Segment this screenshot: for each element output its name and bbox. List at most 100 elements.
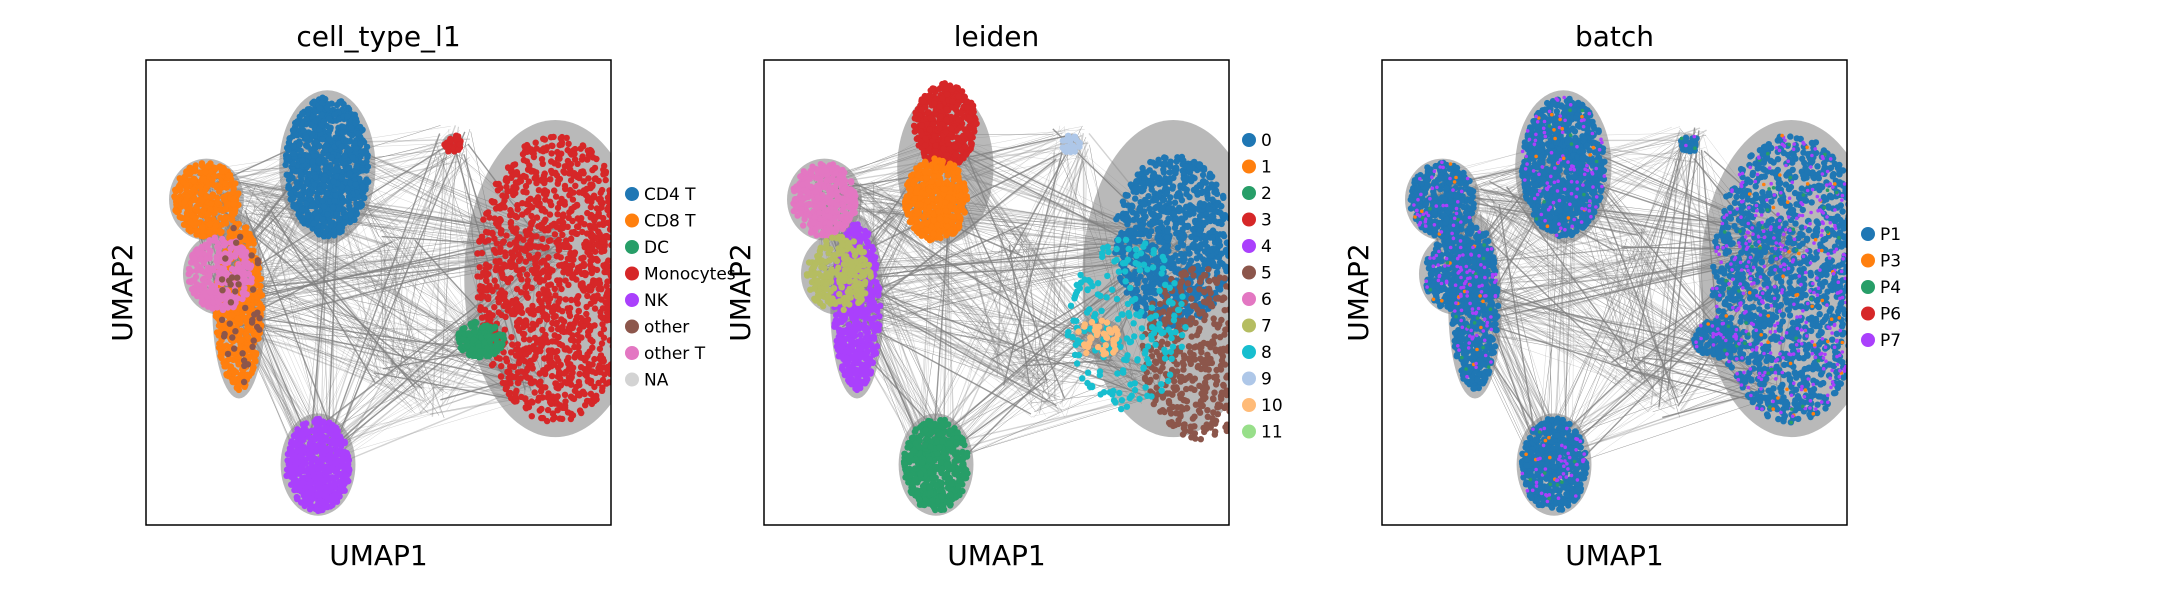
- legend-label: 8: [1261, 343, 1272, 363]
- legend-label: NA: [644, 371, 669, 391]
- legend-marker: [1242, 318, 1256, 333]
- legend-marker: [625, 372, 639, 387]
- legend-marker: [1861, 280, 1875, 294]
- axes-frame: [763, 59, 1230, 526]
- legend-entry: 9: [1242, 370, 1272, 390]
- x-axis-label: UMAP1: [1565, 539, 1664, 572]
- legend-entry: CD8 T: [625, 212, 696, 232]
- legend-marker: [1242, 133, 1256, 147]
- panel-leiden: leiden UMAP1 UMAP2 0 1 2 3 4 5 6 7 8 9 10 11: [724, 20, 1283, 572]
- legend-marker: [625, 319, 639, 334]
- legend-entry: 4: [1242, 237, 1272, 257]
- legend-marker: [1242, 265, 1256, 280]
- legend: P1 P3 P4 P6 P7: [1861, 225, 1901, 351]
- legend-entry: P1: [1861, 225, 1901, 245]
- legend-label: 3: [1261, 211, 1272, 231]
- axes-frame: [145, 59, 612, 526]
- legend-label: 6: [1261, 290, 1272, 310]
- legend: 0 1 2 3 4 5 6 7 8 9 10 11: [1242, 131, 1283, 443]
- legend-entry: P4: [1861, 278, 1901, 298]
- y-axis-label: UMAP2: [106, 243, 139, 342]
- panel-title: batch: [1575, 20, 1654, 53]
- plot-area: [1405, 90, 1847, 516]
- legend-entry: CD4 T: [625, 185, 696, 205]
- legend-marker: [625, 240, 639, 254]
- legend-marker: [625, 293, 639, 307]
- legend-label: 9: [1261, 370, 1272, 390]
- legend-label: 4: [1261, 237, 1272, 257]
- legend-label: other: [644, 318, 689, 338]
- legend-entry: 3: [1242, 211, 1272, 231]
- legend-marker: [1861, 253, 1875, 268]
- panel-cell-type-l1: cell_type_l1 UMAP1 UMAP2 CD4 T CD8 T DC Monocy…: [106, 20, 736, 572]
- legend-label: P7: [1880, 331, 1901, 351]
- legend-marker: [1861, 227, 1875, 241]
- legend-label: 5: [1261, 264, 1272, 284]
- legend-marker: [625, 266, 639, 281]
- legend-marker: [1861, 333, 1875, 347]
- legend-label: other T: [644, 344, 706, 364]
- legend-marker: [1242, 398, 1256, 412]
- legend-marker: [1242, 345, 1256, 359]
- cell-points: [1407, 95, 1847, 513]
- axes-frame: [1381, 59, 1848, 526]
- legend-marker: [1242, 371, 1256, 386]
- legend-marker: [625, 187, 639, 201]
- cell-points: [790, 80, 1229, 514]
- legend-entry: P7: [1861, 331, 1901, 351]
- legend-label: CD4 T: [644, 185, 696, 205]
- plot-area: [787, 80, 1229, 516]
- legend-marker: [1242, 292, 1256, 306]
- panel-title: cell_type_l1: [296, 20, 460, 53]
- y-axis-label: UMAP2: [1342, 243, 1375, 342]
- y-axis-label: UMAP2: [724, 243, 757, 342]
- legend-entry: 2: [1242, 184, 1272, 204]
- legend-marker: [1242, 239, 1256, 253]
- x-axis-label: UMAP1: [329, 539, 428, 572]
- legend-marker: [625, 213, 639, 228]
- legend-entry: 6: [1242, 290, 1272, 310]
- legend-entry: P3: [1861, 252, 1901, 272]
- legend-entry: NK: [625, 291, 669, 311]
- legend-label: DC: [644, 238, 669, 258]
- legend-entry: NA: [625, 371, 669, 391]
- legend-entry: other T: [625, 344, 706, 364]
- cell-points: [171, 94, 611, 515]
- legend-label: P6: [1880, 305, 1901, 325]
- legend-marker: [1242, 186, 1256, 200]
- legend-marker: [1861, 306, 1875, 321]
- panel-batch: batch UMAP1 UMAP2 P1 P3 P4 P6 P7: [1342, 20, 1901, 572]
- legend-marker: [1242, 159, 1256, 174]
- legend-entry: P6: [1861, 305, 1901, 325]
- x-axis-label: UMAP1: [947, 539, 1046, 572]
- legend-entry: DC: [625, 238, 669, 258]
- legend-label: 2: [1261, 184, 1272, 204]
- legend-label: 0: [1261, 131, 1272, 151]
- legend-label: 1: [1261, 158, 1272, 178]
- legend-entry: 11: [1242, 423, 1283, 443]
- legend-marker: [1242, 424, 1256, 439]
- legend-label: 7: [1261, 317, 1272, 337]
- legend-label: Monocytes: [644, 265, 736, 285]
- legend-label: 11: [1261, 423, 1283, 443]
- legend: CD4 T CD8 T DC Monocytes NK other other T NA: [625, 185, 736, 391]
- legend-label: NK: [644, 291, 669, 311]
- legend-label: P4: [1880, 278, 1901, 298]
- legend-entry: 8: [1242, 343, 1272, 363]
- legend-entry: 0: [1242, 131, 1272, 151]
- legend-entry: 10: [1242, 396, 1283, 416]
- legend-entry: 7: [1242, 317, 1272, 337]
- panel-title: leiden: [954, 20, 1040, 53]
- legend-entry: 5: [1242, 264, 1272, 284]
- legend-entry: Monocytes: [625, 265, 736, 285]
- legend-label: P3: [1880, 252, 1901, 272]
- legend-label: 10: [1261, 396, 1283, 416]
- legend-label: P1: [1880, 225, 1901, 245]
- legend-entry: 1: [1242, 158, 1272, 178]
- legend-marker: [625, 346, 639, 360]
- legend-marker: [1242, 212, 1256, 227]
- legend-label: CD8 T: [644, 212, 696, 232]
- legend-entry: other: [625, 318, 689, 338]
- plot-area: [169, 90, 611, 516]
